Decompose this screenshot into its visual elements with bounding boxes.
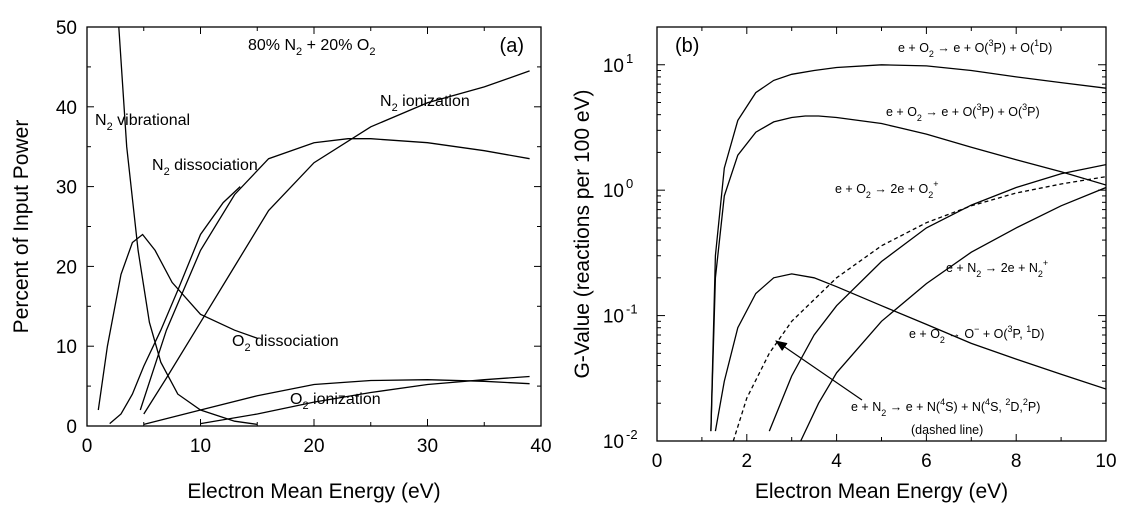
series-label-a-2: N2 ionization: [380, 93, 470, 114]
reaction-label-2: e + O2 → 2e + O2+: [835, 179, 939, 200]
x-tick-label-b: 6: [921, 451, 932, 472]
x-tick-label-b: 10: [1095, 451, 1116, 472]
series-line-a-3: [97, 233, 258, 411]
x-tick-label-b: 2: [742, 451, 753, 472]
series-label-a-4: O2 ionization: [290, 391, 381, 412]
reaction-label-3: e + N2 → 2e + N2+: [946, 258, 1048, 279]
chart-panel-a: 0 10 20 30 40 0 10 20 30 40 50 Electron Mean Energy…: [0, 0, 560, 505]
x-tick-label-a: 40: [530, 436, 551, 457]
y-tick-label-a: 50: [56, 18, 77, 39]
reaction-label-4: e + O2 → O− + O(3P, 1D): [909, 324, 1044, 345]
series-line-b-1: [710, 115, 1106, 432]
x-tick-label-b: 4: [831, 451, 842, 472]
panel-label-a: (a): [500, 35, 524, 57]
series-line-b-0: [710, 64, 1106, 432]
reaction-label-0: e + O2 → e + O(3P) + O(1D): [898, 38, 1052, 59]
series-label-a-0: N2 vibrational: [95, 112, 190, 133]
series-line-a-2: [143, 70, 530, 415]
dashed-line-note: (dashed line): [911, 423, 983, 437]
composition-label: 80% N2 + 20% O2: [248, 37, 375, 58]
x-axis-title-b: Electron Mean Energy (eV): [755, 480, 1008, 503]
y-axis-title-b: G-Value (reactions per 100 eV): [571, 89, 594, 378]
y-tick-label-b: 10: [603, 56, 624, 77]
series-line-a-0: [118, 27, 258, 426]
y-tick-label-b: 10: [603, 307, 624, 328]
y-tick-label-a: 40: [56, 98, 77, 119]
x-tick-label-a: 10: [190, 436, 211, 457]
series-line-a-4: [139, 138, 530, 411]
y-axis-title-a: Percent of Input Power: [10, 120, 33, 334]
chart-panel-b: 0 2 4 6 8 10 10 -2 10 -1 10 0 10 1 Electron Mean Energ…: [563, 0, 1126, 505]
y-tick-label-a: 10: [56, 337, 77, 358]
y-tick-exponent-b: 0: [626, 176, 633, 191]
y-tick-exponent-b: 1: [626, 51, 633, 66]
y-tick-label-a: 20: [56, 257, 77, 278]
x-tick-label-b: 8: [1011, 451, 1022, 472]
series-label-a-1: N2 dissociation: [152, 157, 258, 178]
y-tick-label-b: 10: [603, 432, 624, 453]
series-line-a-1: [109, 186, 241, 425]
y-tick-label-a: 0: [66, 417, 77, 438]
y-tick-exponent-b: -2: [626, 427, 638, 442]
y-tick-exponent-b: -1: [626, 302, 638, 317]
reaction-label-5: e + N2 → e + N(4S) + N(4S, 2D,2P): [851, 397, 1040, 418]
series-group-a: [97, 27, 530, 426]
x-axis-title-a: Electron Mean Energy (eV): [187, 480, 440, 503]
series-line-b-2: [714, 273, 1106, 432]
x-tick-label-a: 30: [417, 436, 438, 457]
y-tick-label-a: 30: [56, 178, 77, 199]
panel-label-b: (b): [675, 35, 699, 57]
x-tick-label-b: 0: [652, 451, 663, 472]
y-tick-label-b: 10: [603, 181, 624, 202]
series-group-b: [710, 64, 1106, 441]
reaction-label-1: e + O2 → e + O(3P) + O(3P): [886, 102, 1040, 123]
series-line-b-4: [732, 176, 1106, 441]
series-line-a-6: [200, 375, 530, 425]
series-label-a-3: O2 dissociation: [232, 333, 339, 354]
dashed-line-arrow: [775, 340, 863, 401]
series-line-b-5: [800, 186, 1106, 441]
x-tick-label-a: 20: [303, 436, 324, 457]
series-line-b-3: [768, 163, 1106, 432]
x-tick-label-a: 0: [82, 436, 93, 457]
chart-a-svg: 0 10 20 30 40 0 10 20 30 40 50 Electron Mean Energy…: [10, 18, 552, 503]
